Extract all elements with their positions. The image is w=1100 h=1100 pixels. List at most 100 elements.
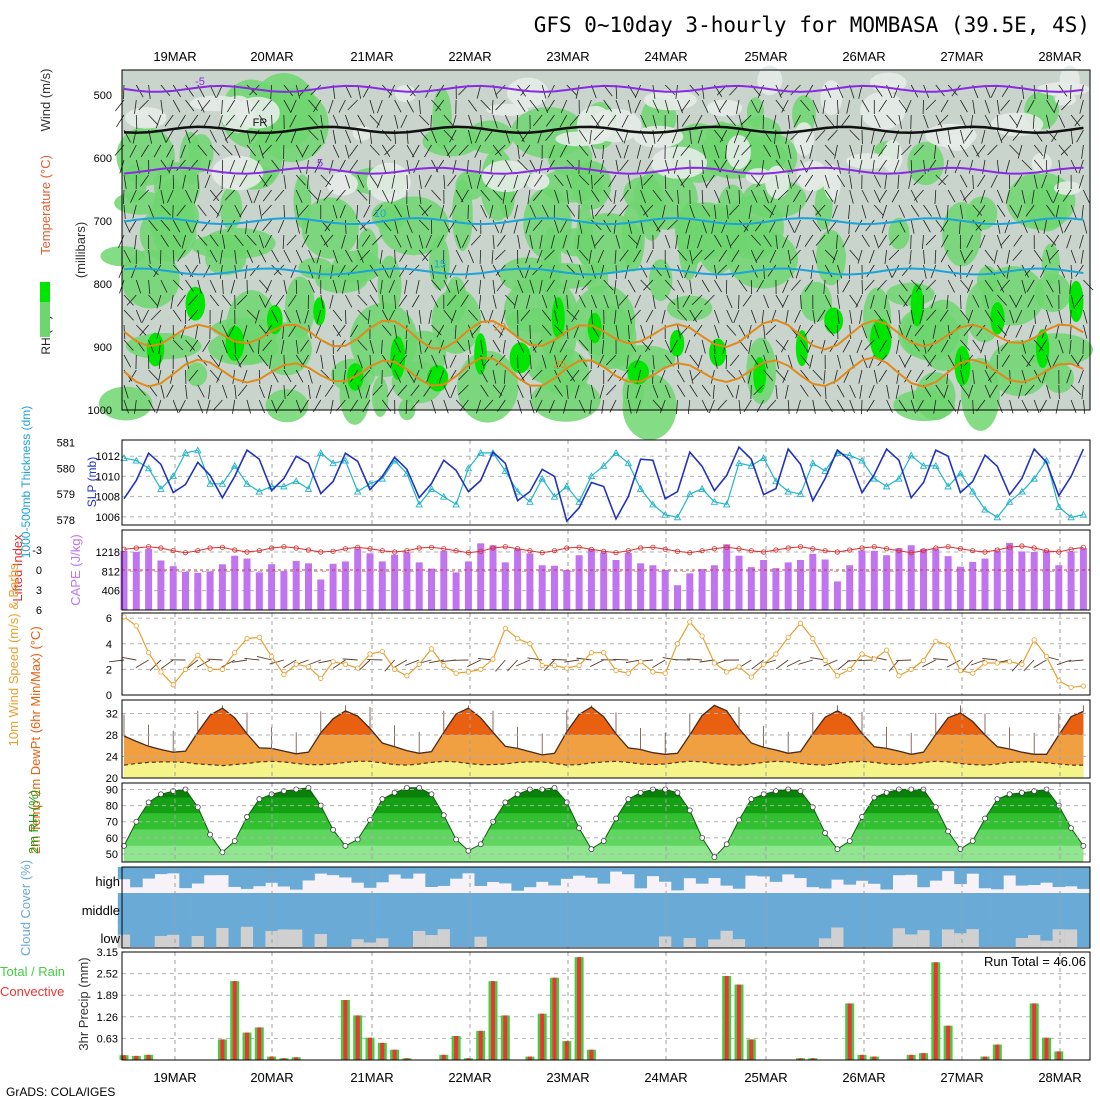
wind-barb: [320, 129, 325, 144]
wind-barb: [1083, 279, 1094, 291]
wind-speed-point: [527, 641, 533, 647]
wind-barb: [947, 144, 955, 158]
wind-barb: [219, 309, 223, 324]
wind-barb: [947, 279, 955, 293]
wind-barb: [517, 264, 524, 278]
wind-barb: [554, 174, 564, 187]
thickness-point: [587, 472, 596, 480]
wind-barb: [517, 159, 528, 171]
wind-barb: [406, 234, 412, 249]
wind-barb: [468, 174, 473, 189]
wind-barb: [812, 249, 818, 264]
wind-barb: [208, 384, 211, 399]
rh-tick: 60: [106, 833, 118, 845]
pressure-tick: 800: [94, 279, 112, 291]
cape-bar: [858, 550, 866, 610]
wind-barb: [118, 234, 125, 249]
wind-barb: [258, 279, 269, 291]
wind-barb: [960, 339, 970, 351]
high-cloud-bar: [376, 867, 389, 883]
upper-air-panel: -5FR5101520255006007008009001000(milliba…: [38, 65, 1094, 441]
wind-barb: [332, 204, 338, 219]
wind-barb: [922, 234, 924, 249]
middle-cloud-bar: [523, 893, 537, 923]
wind-barb: [418, 309, 422, 324]
middle-cloud-bar: [1003, 893, 1016, 923]
precip-convective-bar: [491, 981, 495, 1060]
wind-barb: [323, 189, 334, 201]
middle-cloud-bar: [413, 893, 426, 923]
surface-wind-barb: [269, 659, 285, 665]
high-cloud-bar: [265, 867, 278, 883]
wind-barb: [701, 219, 708, 234]
wind-barb: [485, 174, 494, 188]
lifted-index-point: [391, 549, 398, 555]
wind-barb: [738, 324, 746, 338]
low-cloud-gap: [818, 938, 832, 948]
wind-speed-point: [232, 650, 238, 656]
wind-barb: [1058, 309, 1063, 324]
wind-barb: [494, 144, 506, 156]
cape-bar: [809, 553, 817, 610]
wind-barb: [135, 114, 138, 130]
wind-barb: [714, 114, 721, 128]
wind-barb: [1075, 264, 1084, 277]
rh-dry-blob: [793, 122, 815, 156]
wind-barb: [559, 219, 568, 233]
wind-barb: [1018, 384, 1023, 399]
lifted-index-point: [576, 544, 582, 550]
wind-speed-point: [601, 650, 607, 656]
wind-barb: [295, 144, 304, 158]
wind-barb: [148, 219, 158, 232]
contour-label: 5: [317, 158, 323, 170]
wind-barb: [533, 114, 543, 127]
wind-barb: [271, 309, 279, 323]
wind-barb: [939, 309, 949, 322]
top-date-label: 27MAR: [940, 49, 983, 64]
wind-barb: [332, 354, 336, 369]
lifted-index-point: [514, 546, 521, 552]
low-cloud-gap: [1028, 935, 1041, 948]
wind-barb: [258, 144, 264, 159]
wind-barb: [541, 309, 552, 322]
wind-barb: [636, 399, 641, 414]
wind-barb: [1033, 399, 1040, 414]
bottom-date-label: 19MAR: [153, 1070, 196, 1085]
wind-barb: [1053, 189, 1060, 204]
wind-barb: [747, 324, 752, 339]
wind-barb: [301, 144, 309, 158]
surface-wind-barb: [160, 659, 174, 670]
low-cloud-bar: [326, 921, 340, 947]
wind-barb: [1079, 99, 1084, 114]
wind-barb: [315, 384, 322, 399]
wind-barb: [234, 144, 241, 159]
wind-barb: [1033, 219, 1040, 234]
wind-barb: [873, 114, 881, 128]
wind-barb: [443, 309, 453, 322]
high-cloud-bar: [732, 867, 746, 889]
wind-barb: [541, 354, 547, 369]
wind-barb: [591, 234, 596, 249]
wind-barb: [158, 339, 162, 354]
thickness-point: [919, 461, 928, 469]
middle-cloud-bar: [794, 893, 807, 923]
wind-barb: [480, 264, 485, 279]
wind-barb: [733, 309, 740, 324]
precip-convective-bar: [368, 1037, 372, 1060]
wind-barb: [824, 219, 829, 234]
wind-barb: [165, 129, 174, 143]
low-cloud-bar: [646, 921, 660, 947]
low-cloud-gap: [708, 939, 721, 948]
thickness-point: [968, 487, 977, 495]
wind-barb: [222, 144, 233, 156]
middle-cloud-bar: [1052, 893, 1066, 923]
wind-speed-point: [416, 661, 422, 667]
wind-barb: [925, 99, 937, 111]
lifted-index-point: [502, 544, 508, 550]
wind-barb: [536, 249, 543, 264]
wind-barb: [785, 309, 789, 324]
wind-barb: [634, 99, 641, 113]
wind-barb: [514, 204, 518, 219]
thickness-point: [612, 448, 620, 456]
middle-cloud-bar: [277, 893, 291, 923]
